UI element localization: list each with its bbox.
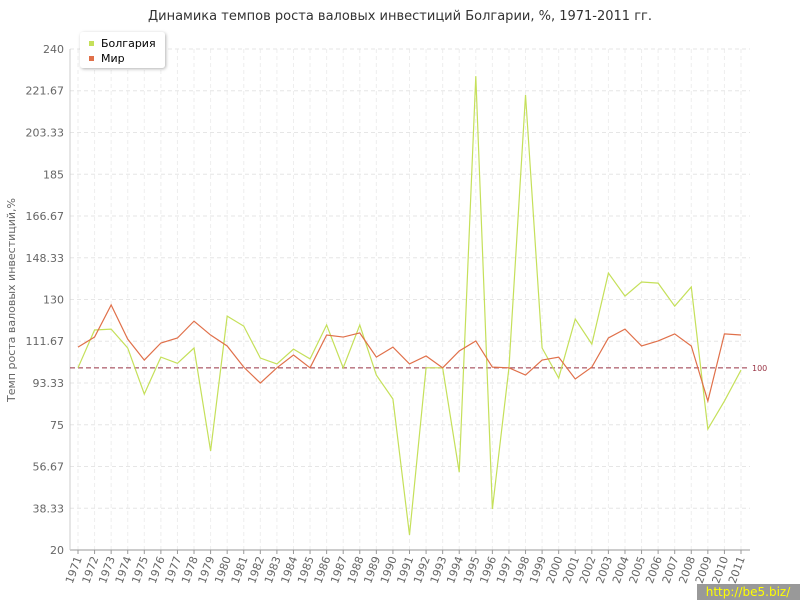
reference-label: 100 bbox=[752, 364, 767, 373]
y-tick-label: 221.67 bbox=[26, 85, 65, 98]
y-tick-label: 93.33 bbox=[33, 377, 65, 390]
y-tick-label: 111.67 bbox=[26, 335, 65, 348]
y-tick-label: 166.67 bbox=[26, 210, 65, 223]
y-tick-label: 75 bbox=[50, 419, 64, 432]
series-line bbox=[77, 303, 742, 404]
y-tick-label: 38.33 bbox=[33, 502, 65, 515]
y-tick-label: 130 bbox=[43, 294, 64, 307]
legend-marker bbox=[89, 56, 94, 61]
watermark-bg bbox=[697, 584, 800, 600]
legend-marker bbox=[89, 41, 94, 46]
y-tick-label: 203.33 bbox=[26, 127, 65, 140]
y-tick-label: 56.67 bbox=[33, 460, 65, 473]
legend: Болгария Мир bbox=[80, 32, 165, 68]
legend-label: Болгария bbox=[101, 37, 156, 50]
legend-box bbox=[80, 32, 165, 68]
y-axis-label: Темп роста валовых инвестиций,% bbox=[5, 198, 18, 403]
chart-title: Динамика темпов роста валовых инвестиций… bbox=[148, 9, 652, 24]
y-tick-label: 240 bbox=[43, 43, 64, 56]
series-line bbox=[77, 76, 742, 536]
legend-label: Мир bbox=[101, 52, 125, 65]
y-tick-label: 185 bbox=[43, 168, 64, 181]
y-tick-label: 148.33 bbox=[26, 252, 65, 265]
watermark: http://be5.biz/ bbox=[706, 585, 791, 599]
y-tick-label: 20 bbox=[50, 544, 64, 557]
